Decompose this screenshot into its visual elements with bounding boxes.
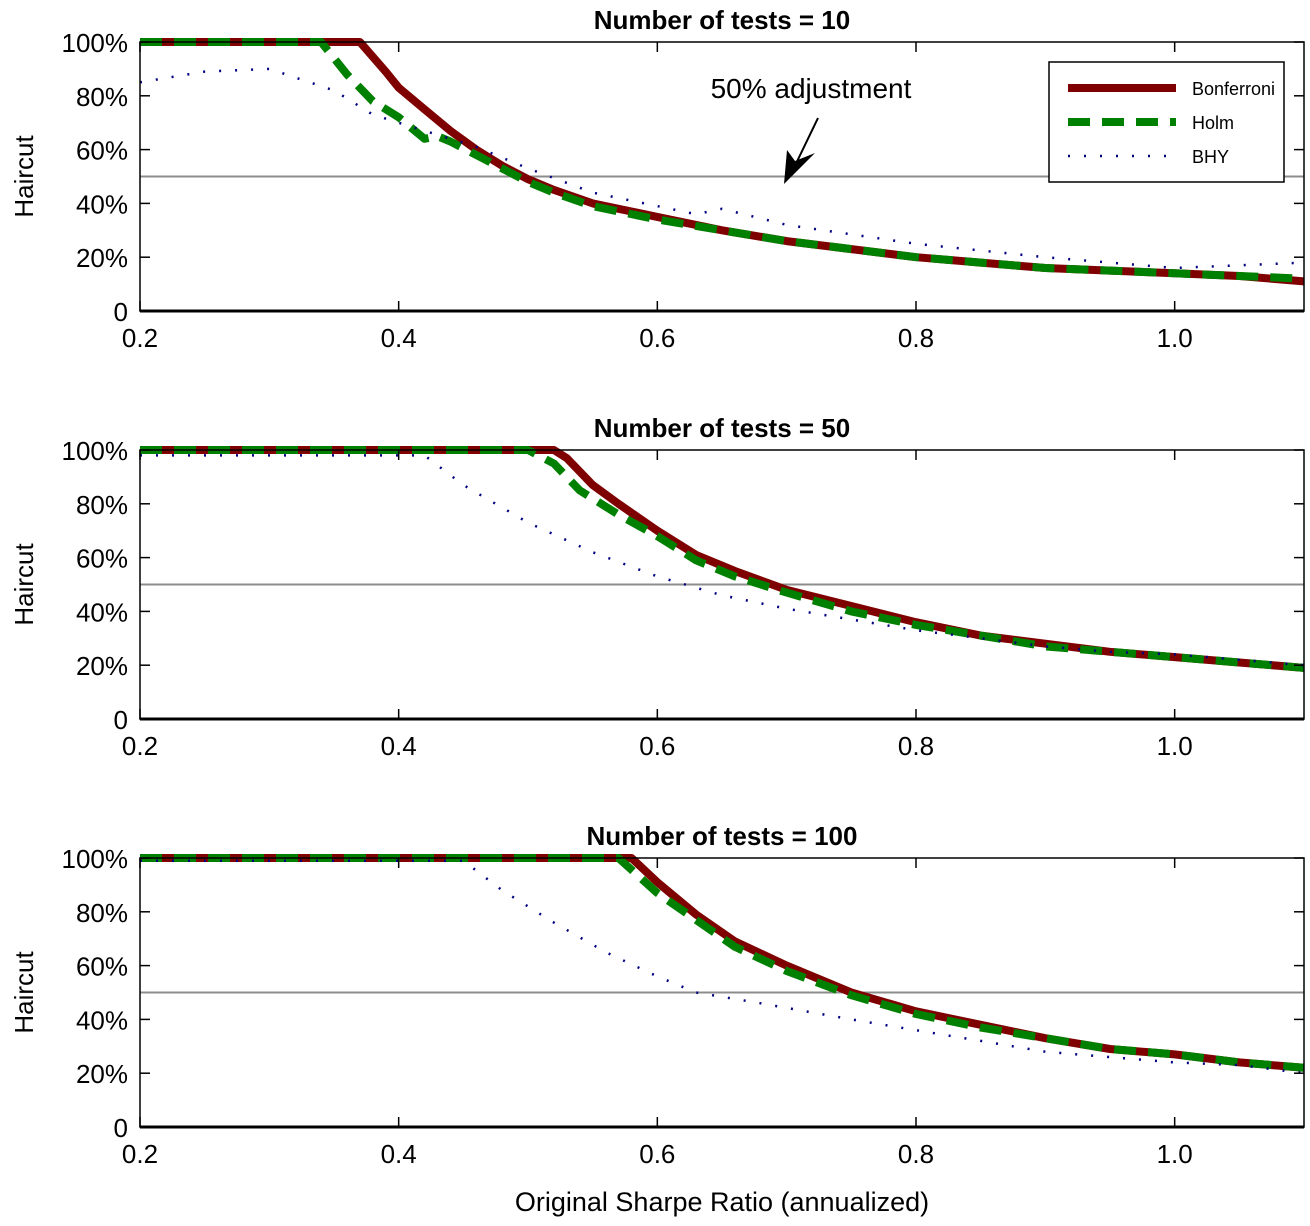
y-tick-label: 100% xyxy=(62,436,129,466)
x-tick-label: 0.4 xyxy=(381,1139,417,1169)
panel-3: Number of tests = 100 Haircut 0.2 0.4 0.6 0.8… xyxy=(9,821,1305,1217)
y-tick-label: 0 xyxy=(114,297,128,327)
chart-title: Number of tests = 100 xyxy=(587,821,858,851)
y-tick-label: 20% xyxy=(76,1059,128,1089)
legend-label-bonferroni: Bonferroni xyxy=(1192,79,1275,99)
y-tick-label: 20% xyxy=(76,651,128,681)
x-tick-label: 0.6 xyxy=(639,323,675,353)
series-line-holm xyxy=(140,854,1304,1072)
panel-2: Number of tests = 50 Haircut 0.2 0.4 0.6 0.8 1… xyxy=(9,413,1305,761)
series-line-holm xyxy=(140,38,1304,283)
y-tick-label: 80% xyxy=(76,82,128,112)
y-tick-label: 100% xyxy=(62,28,129,58)
y-tick-label: 100% xyxy=(62,844,129,874)
y-axis-label: Haircut xyxy=(9,135,39,218)
annotation-arrow-head xyxy=(784,150,815,184)
x-tick-label: 0.6 xyxy=(639,1139,675,1169)
series-line-holm xyxy=(140,446,1304,672)
x-tick-label: 1.0 xyxy=(1157,323,1193,353)
y-tick-label: 0 xyxy=(114,1113,128,1143)
x-tick-label: 1.0 xyxy=(1157,731,1193,761)
series-line-bhy xyxy=(140,454,1304,667)
legend-label-bhy: BHY xyxy=(1192,147,1229,167)
y-tick-label: 40% xyxy=(76,189,128,219)
x-tick-label: 0.8 xyxy=(898,323,934,353)
y-tick-label: 60% xyxy=(76,544,128,574)
y-tick-label: 60% xyxy=(76,136,128,166)
x-tick-label: 0.4 xyxy=(381,323,417,353)
series-line-bhy xyxy=(140,859,1304,1075)
series-line-bonferroni xyxy=(140,446,1304,672)
x-tick-label: 0.6 xyxy=(639,731,675,761)
chart-title: Number of tests = 10 xyxy=(594,5,850,35)
y-tick-label: 20% xyxy=(76,243,128,273)
x-tick-label: 0.4 xyxy=(381,731,417,761)
y-tick-label: 40% xyxy=(76,1005,128,1035)
y-axis-label: Haircut xyxy=(9,543,39,626)
panel-1: Number of tests = 10 Haircut 0.2 0.4 0.6 0.8 1… xyxy=(9,5,1305,353)
legend: Bonferroni Holm BHY xyxy=(1048,61,1285,183)
series-group xyxy=(140,446,1304,672)
y-tick-label: 80% xyxy=(76,490,128,520)
chart-title: Number of tests = 50 xyxy=(594,413,850,443)
y-tick-label: 40% xyxy=(76,597,128,627)
series-group xyxy=(140,38,1304,286)
x-axis-label: Original Sharpe Ratio (annualized) xyxy=(515,1187,929,1217)
x-tick-label: 0.2 xyxy=(122,323,158,353)
y-tick-label: 60% xyxy=(76,952,128,982)
y-tick-label: 80% xyxy=(76,898,128,928)
series-group xyxy=(140,854,1304,1075)
annotation-text: 50% adjustment xyxy=(711,73,912,104)
x-tick-label: 1.0 xyxy=(1157,1139,1193,1169)
x-tick-label: 0.2 xyxy=(122,1139,158,1169)
y-tick-label: 0 xyxy=(114,705,128,735)
series-line-bonferroni xyxy=(140,854,1304,1072)
x-tick-label: 0.8 xyxy=(898,731,934,761)
legend-label-holm: Holm xyxy=(1192,113,1234,133)
y-axis-label: Haircut xyxy=(9,951,39,1034)
x-tick-label: 0.8 xyxy=(898,1139,934,1169)
x-tick-label: 0.2 xyxy=(122,731,158,761)
